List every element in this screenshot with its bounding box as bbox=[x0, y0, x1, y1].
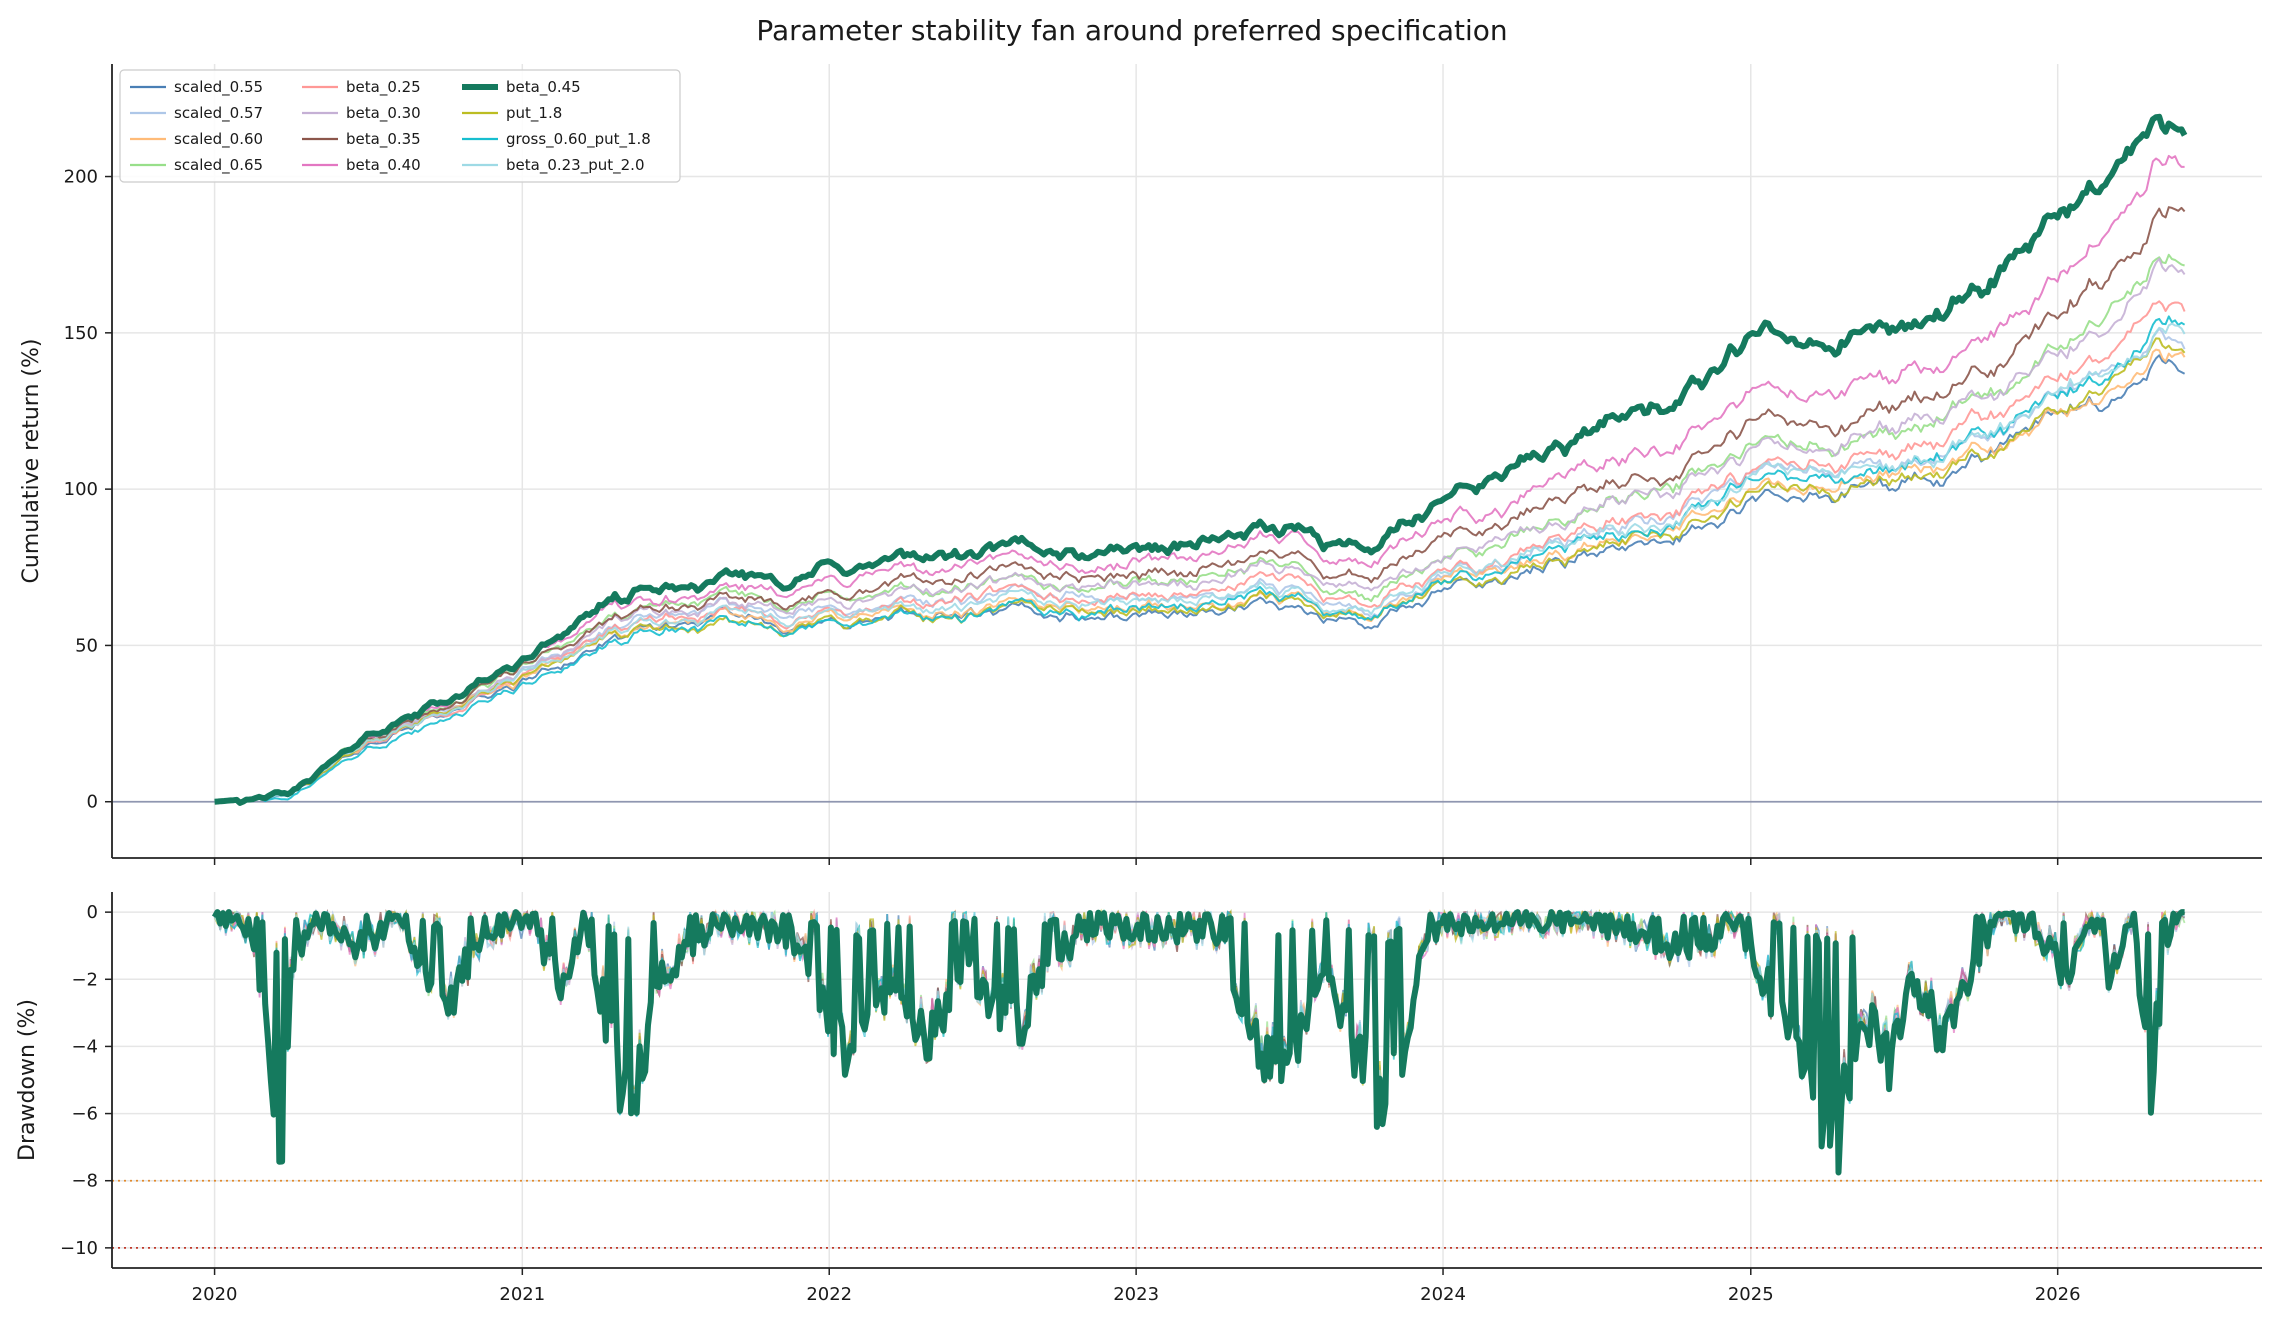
bottom-ytick-label: 0 bbox=[87, 902, 98, 923]
bottom-ytick-label: −2 bbox=[71, 969, 98, 990]
series-line-beta_0.40 bbox=[214, 154, 2185, 804]
legend-label-put_1.8: put_1.8 bbox=[506, 104, 562, 123]
legend-label-beta_0.23_put_2.0: beta_0.23_put_2.0 bbox=[506, 156, 645, 175]
series-line-beta_0.45 bbox=[214, 113, 2188, 806]
legend-label-scaled_0.57: scaled_0.57 bbox=[174, 104, 263, 123]
bottom-y-axis-label: Drawdown (%) bbox=[15, 999, 40, 1161]
drawdown-panel: 2020 2021 2022 2023 2024 2025 2026 0 −2 −4 −6 −8 −10… bbox=[15, 892, 2262, 1305]
series-line-scaled_0.57 bbox=[214, 327, 2186, 804]
series-line-gross_0.60_put_1.8 bbox=[214, 315, 2186, 805]
series-line-beta_0.25 bbox=[214, 300, 2186, 803]
legend-label-scaled_0.55: scaled_0.55 bbox=[174, 78, 263, 97]
x-tick-label: 2024 bbox=[1420, 1284, 1466, 1305]
x-tick-label: 2021 bbox=[499, 1284, 545, 1305]
bottom-ytick-label: −6 bbox=[71, 1104, 98, 1125]
top-ytick-label: 150 bbox=[64, 323, 98, 344]
top-ytick-label: 0 bbox=[87, 792, 98, 813]
legend-label-gross_0.60_put_1.8: gross_0.60_put_1.8 bbox=[506, 130, 651, 149]
legend-label-beta_0.25: beta_0.25 bbox=[346, 78, 421, 97]
series-line-beta_0.30 bbox=[214, 257, 2186, 805]
x-tick-label: 2025 bbox=[1728, 1284, 1774, 1305]
series-line-scaled_0.55 bbox=[214, 354, 2186, 806]
drawdown-line-beta_0.45 bbox=[211, 909, 2185, 1176]
cumulative-return-panel: 0 50 100 150 200 Cumulative return (%) scaled_… bbox=[19, 64, 2262, 865]
x-tick-label: 2020 bbox=[192, 1284, 238, 1305]
bottom-ytick-label: −8 bbox=[71, 1171, 98, 1192]
bottom-ytick-label: −4 bbox=[71, 1036, 98, 1057]
series-line-beta_0.23_put_2.0 bbox=[214, 322, 2186, 805]
legend-label-scaled_0.65: scaled_0.65 bbox=[174, 156, 263, 175]
legend-box bbox=[119, 69, 681, 183]
series-line-beta_0.35 bbox=[214, 206, 2186, 805]
top-y-axis-label: Cumulative return (%) bbox=[19, 339, 44, 584]
legend-label-beta_0.40: beta_0.40 bbox=[346, 156, 421, 175]
x-tick-label: 2022 bbox=[806, 1284, 852, 1305]
legend: scaled_0.55 scaled_0.57 scaled_0.60 scaled_… bbox=[119, 69, 681, 183]
series-line-put_1.8 bbox=[214, 337, 2186, 806]
x-tick-label: 2026 bbox=[2035, 1284, 2081, 1305]
series-line-scaled_0.65 bbox=[214, 253, 2185, 804]
legend-label-beta_0.35: beta_0.35 bbox=[346, 130, 421, 149]
x-tick-label: 2023 bbox=[1113, 1284, 1159, 1305]
legend-label-beta_0.45: beta_0.45 bbox=[506, 78, 581, 97]
top-ytick-label: 200 bbox=[64, 167, 98, 188]
legend-label-scaled_0.60: scaled_0.60 bbox=[174, 130, 263, 149]
bottom-ytick-label: −10 bbox=[60, 1238, 98, 1259]
top-ytick-label: 100 bbox=[64, 479, 98, 500]
legend-label-beta_0.30: beta_0.30 bbox=[346, 104, 421, 123]
chart-title: Parameter stability fan around preferred… bbox=[756, 14, 1507, 47]
top-ytick-label: 50 bbox=[75, 635, 98, 656]
